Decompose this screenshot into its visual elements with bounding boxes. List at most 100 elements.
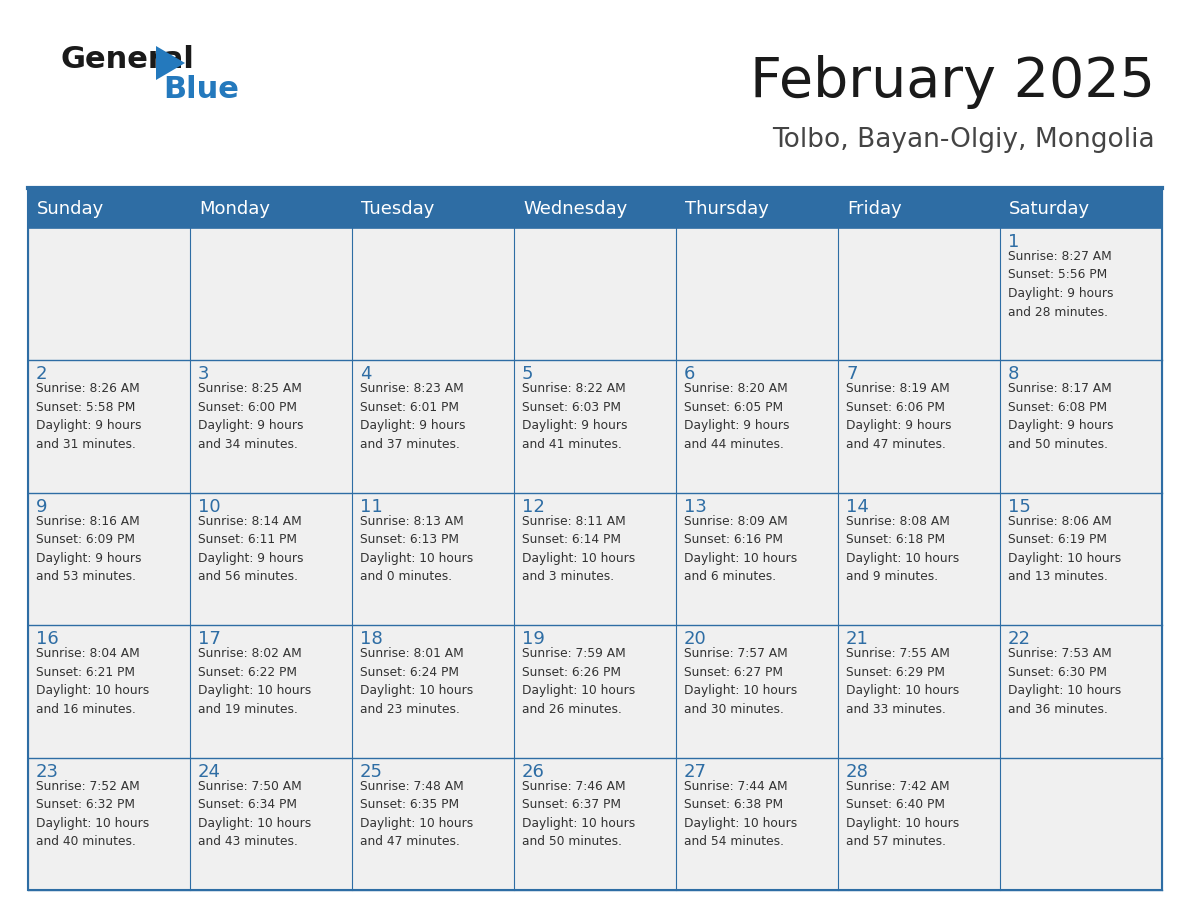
Text: Sunrise: 8:02 AM
Sunset: 6:22 PM
Daylight: 10 hours
and 19 minutes.: Sunrise: 8:02 AM Sunset: 6:22 PM Dayligh… bbox=[198, 647, 311, 716]
Bar bbox=[352, 625, 514, 757]
Bar bbox=[352, 228, 514, 361]
Text: Sunrise: 7:57 AM
Sunset: 6:27 PM
Daylight: 10 hours
and 30 minutes.: Sunrise: 7:57 AM Sunset: 6:27 PM Dayligh… bbox=[684, 647, 797, 716]
Text: 19: 19 bbox=[522, 630, 545, 648]
Bar bbox=[352, 757, 514, 890]
Text: 25: 25 bbox=[360, 763, 383, 780]
Text: Sunrise: 8:09 AM
Sunset: 6:16 PM
Daylight: 10 hours
and 6 minutes.: Sunrise: 8:09 AM Sunset: 6:16 PM Dayligh… bbox=[684, 515, 797, 583]
Text: Tuesday: Tuesday bbox=[361, 200, 435, 218]
Bar bbox=[352, 493, 514, 625]
Text: 3: 3 bbox=[198, 365, 209, 384]
Text: 8: 8 bbox=[1007, 365, 1019, 384]
Text: Sunrise: 7:53 AM
Sunset: 6:30 PM
Daylight: 10 hours
and 36 minutes.: Sunrise: 7:53 AM Sunset: 6:30 PM Dayligh… bbox=[1007, 647, 1121, 716]
Text: Sunrise: 8:26 AM
Sunset: 5:58 PM
Daylight: 9 hours
and 31 minutes.: Sunrise: 8:26 AM Sunset: 5:58 PM Dayligh… bbox=[36, 383, 141, 451]
Text: Sunrise: 8:20 AM
Sunset: 6:05 PM
Daylight: 9 hours
and 44 minutes.: Sunrise: 8:20 AM Sunset: 6:05 PM Dayligh… bbox=[684, 383, 790, 451]
Text: 9: 9 bbox=[36, 498, 48, 516]
Text: 20: 20 bbox=[684, 630, 707, 648]
Polygon shape bbox=[156, 46, 185, 80]
Text: 7: 7 bbox=[846, 365, 858, 384]
Text: Sunrise: 7:50 AM
Sunset: 6:34 PM
Daylight: 10 hours
and 43 minutes.: Sunrise: 7:50 AM Sunset: 6:34 PM Dayligh… bbox=[198, 779, 311, 848]
Text: Sunrise: 8:13 AM
Sunset: 6:13 PM
Daylight: 10 hours
and 0 minutes.: Sunrise: 8:13 AM Sunset: 6:13 PM Dayligh… bbox=[360, 515, 473, 583]
Text: Sunrise: 7:59 AM
Sunset: 6:26 PM
Daylight: 10 hours
and 26 minutes.: Sunrise: 7:59 AM Sunset: 6:26 PM Dayligh… bbox=[522, 647, 636, 716]
Text: Sunrise: 7:42 AM
Sunset: 6:40 PM
Daylight: 10 hours
and 57 minutes.: Sunrise: 7:42 AM Sunset: 6:40 PM Dayligh… bbox=[846, 779, 959, 848]
Bar bbox=[190, 757, 352, 890]
Bar bbox=[676, 361, 838, 493]
Text: 23: 23 bbox=[36, 763, 59, 780]
Bar bbox=[190, 493, 352, 625]
Text: 21: 21 bbox=[846, 630, 868, 648]
Bar bbox=[1000, 757, 1162, 890]
Text: Sunrise: 7:44 AM
Sunset: 6:38 PM
Daylight: 10 hours
and 54 minutes.: Sunrise: 7:44 AM Sunset: 6:38 PM Dayligh… bbox=[684, 779, 797, 848]
Text: Sunrise: 8:22 AM
Sunset: 6:03 PM
Daylight: 9 hours
and 41 minutes.: Sunrise: 8:22 AM Sunset: 6:03 PM Dayligh… bbox=[522, 383, 627, 451]
Text: 6: 6 bbox=[684, 365, 695, 384]
Text: Sunrise: 7:46 AM
Sunset: 6:37 PM
Daylight: 10 hours
and 50 minutes.: Sunrise: 7:46 AM Sunset: 6:37 PM Dayligh… bbox=[522, 779, 636, 848]
Text: Sunrise: 8:23 AM
Sunset: 6:01 PM
Daylight: 9 hours
and 37 minutes.: Sunrise: 8:23 AM Sunset: 6:01 PM Dayligh… bbox=[360, 383, 466, 451]
Text: Sunrise: 7:55 AM
Sunset: 6:29 PM
Daylight: 10 hours
and 33 minutes.: Sunrise: 7:55 AM Sunset: 6:29 PM Dayligh… bbox=[846, 647, 959, 716]
Text: Sunday: Sunday bbox=[37, 200, 105, 218]
Bar bbox=[29, 228, 190, 361]
Bar bbox=[838, 361, 1000, 493]
Text: Sunrise: 8:06 AM
Sunset: 6:19 PM
Daylight: 10 hours
and 13 minutes.: Sunrise: 8:06 AM Sunset: 6:19 PM Dayligh… bbox=[1007, 515, 1121, 583]
Text: 16: 16 bbox=[36, 630, 58, 648]
Bar bbox=[29, 625, 190, 757]
Text: Sunrise: 8:17 AM
Sunset: 6:08 PM
Daylight: 9 hours
and 50 minutes.: Sunrise: 8:17 AM Sunset: 6:08 PM Dayligh… bbox=[1007, 383, 1113, 451]
Bar bbox=[29, 757, 190, 890]
Text: 28: 28 bbox=[846, 763, 868, 780]
Bar bbox=[676, 493, 838, 625]
Bar bbox=[352, 361, 514, 493]
Text: Sunrise: 8:19 AM
Sunset: 6:06 PM
Daylight: 9 hours
and 47 minutes.: Sunrise: 8:19 AM Sunset: 6:06 PM Dayligh… bbox=[846, 383, 952, 451]
Text: 27: 27 bbox=[684, 763, 707, 780]
Text: 4: 4 bbox=[360, 365, 372, 384]
Bar bbox=[1000, 493, 1162, 625]
Text: Sunrise: 8:25 AM
Sunset: 6:00 PM
Daylight: 9 hours
and 34 minutes.: Sunrise: 8:25 AM Sunset: 6:00 PM Dayligh… bbox=[198, 383, 303, 451]
Text: 15: 15 bbox=[1007, 498, 1031, 516]
Text: Tolbo, Bayan-Olgiy, Mongolia: Tolbo, Bayan-Olgiy, Mongolia bbox=[772, 127, 1155, 153]
Text: 14: 14 bbox=[846, 498, 868, 516]
Bar bbox=[1000, 361, 1162, 493]
Bar bbox=[514, 361, 676, 493]
Bar bbox=[514, 493, 676, 625]
Text: Sunrise: 7:52 AM
Sunset: 6:32 PM
Daylight: 10 hours
and 40 minutes.: Sunrise: 7:52 AM Sunset: 6:32 PM Dayligh… bbox=[36, 779, 150, 848]
Text: General: General bbox=[61, 46, 194, 74]
Bar bbox=[190, 625, 352, 757]
Text: 26: 26 bbox=[522, 763, 545, 780]
Bar bbox=[676, 625, 838, 757]
Bar bbox=[676, 228, 838, 361]
Text: Sunrise: 8:16 AM
Sunset: 6:09 PM
Daylight: 9 hours
and 53 minutes.: Sunrise: 8:16 AM Sunset: 6:09 PM Dayligh… bbox=[36, 515, 141, 583]
Bar bbox=[838, 757, 1000, 890]
Text: Saturday: Saturday bbox=[1009, 200, 1091, 218]
Bar bbox=[838, 625, 1000, 757]
Text: 22: 22 bbox=[1007, 630, 1031, 648]
Bar bbox=[1000, 228, 1162, 361]
Bar bbox=[838, 228, 1000, 361]
Text: Thursday: Thursday bbox=[685, 200, 769, 218]
Text: Monday: Monday bbox=[200, 200, 270, 218]
Bar bbox=[29, 493, 190, 625]
Text: 10: 10 bbox=[198, 498, 221, 516]
Text: Sunrise: 8:14 AM
Sunset: 6:11 PM
Daylight: 9 hours
and 56 minutes.: Sunrise: 8:14 AM Sunset: 6:11 PM Dayligh… bbox=[198, 515, 303, 583]
Text: 1: 1 bbox=[1007, 233, 1019, 251]
Bar bbox=[676, 757, 838, 890]
Bar bbox=[29, 190, 1162, 228]
Text: 2: 2 bbox=[36, 365, 48, 384]
Text: Sunrise: 8:08 AM
Sunset: 6:18 PM
Daylight: 10 hours
and 9 minutes.: Sunrise: 8:08 AM Sunset: 6:18 PM Dayligh… bbox=[846, 515, 959, 583]
Text: Sunrise: 8:11 AM
Sunset: 6:14 PM
Daylight: 10 hours
and 3 minutes.: Sunrise: 8:11 AM Sunset: 6:14 PM Dayligh… bbox=[522, 515, 636, 583]
Bar bbox=[29, 361, 190, 493]
Bar bbox=[29, 190, 1162, 890]
Text: Sunrise: 8:27 AM
Sunset: 5:56 PM
Daylight: 9 hours
and 28 minutes.: Sunrise: 8:27 AM Sunset: 5:56 PM Dayligh… bbox=[1007, 250, 1113, 319]
Text: February 2025: February 2025 bbox=[750, 55, 1155, 109]
Text: Sunrise: 8:04 AM
Sunset: 6:21 PM
Daylight: 10 hours
and 16 minutes.: Sunrise: 8:04 AM Sunset: 6:21 PM Dayligh… bbox=[36, 647, 150, 716]
Text: Sunrise: 8:01 AM
Sunset: 6:24 PM
Daylight: 10 hours
and 23 minutes.: Sunrise: 8:01 AM Sunset: 6:24 PM Dayligh… bbox=[360, 647, 473, 716]
Text: Sunrise: 7:48 AM
Sunset: 6:35 PM
Daylight: 10 hours
and 47 minutes.: Sunrise: 7:48 AM Sunset: 6:35 PM Dayligh… bbox=[360, 779, 473, 848]
Bar bbox=[1000, 625, 1162, 757]
Text: Wednesday: Wednesday bbox=[523, 200, 627, 218]
Bar bbox=[514, 757, 676, 890]
Bar bbox=[514, 228, 676, 361]
Text: 12: 12 bbox=[522, 498, 545, 516]
Bar bbox=[190, 228, 352, 361]
Bar bbox=[190, 361, 352, 493]
Text: 17: 17 bbox=[198, 630, 221, 648]
Text: 11: 11 bbox=[360, 498, 383, 516]
Text: Blue: Blue bbox=[163, 75, 239, 105]
Text: 13: 13 bbox=[684, 498, 707, 516]
Text: 24: 24 bbox=[198, 763, 221, 780]
